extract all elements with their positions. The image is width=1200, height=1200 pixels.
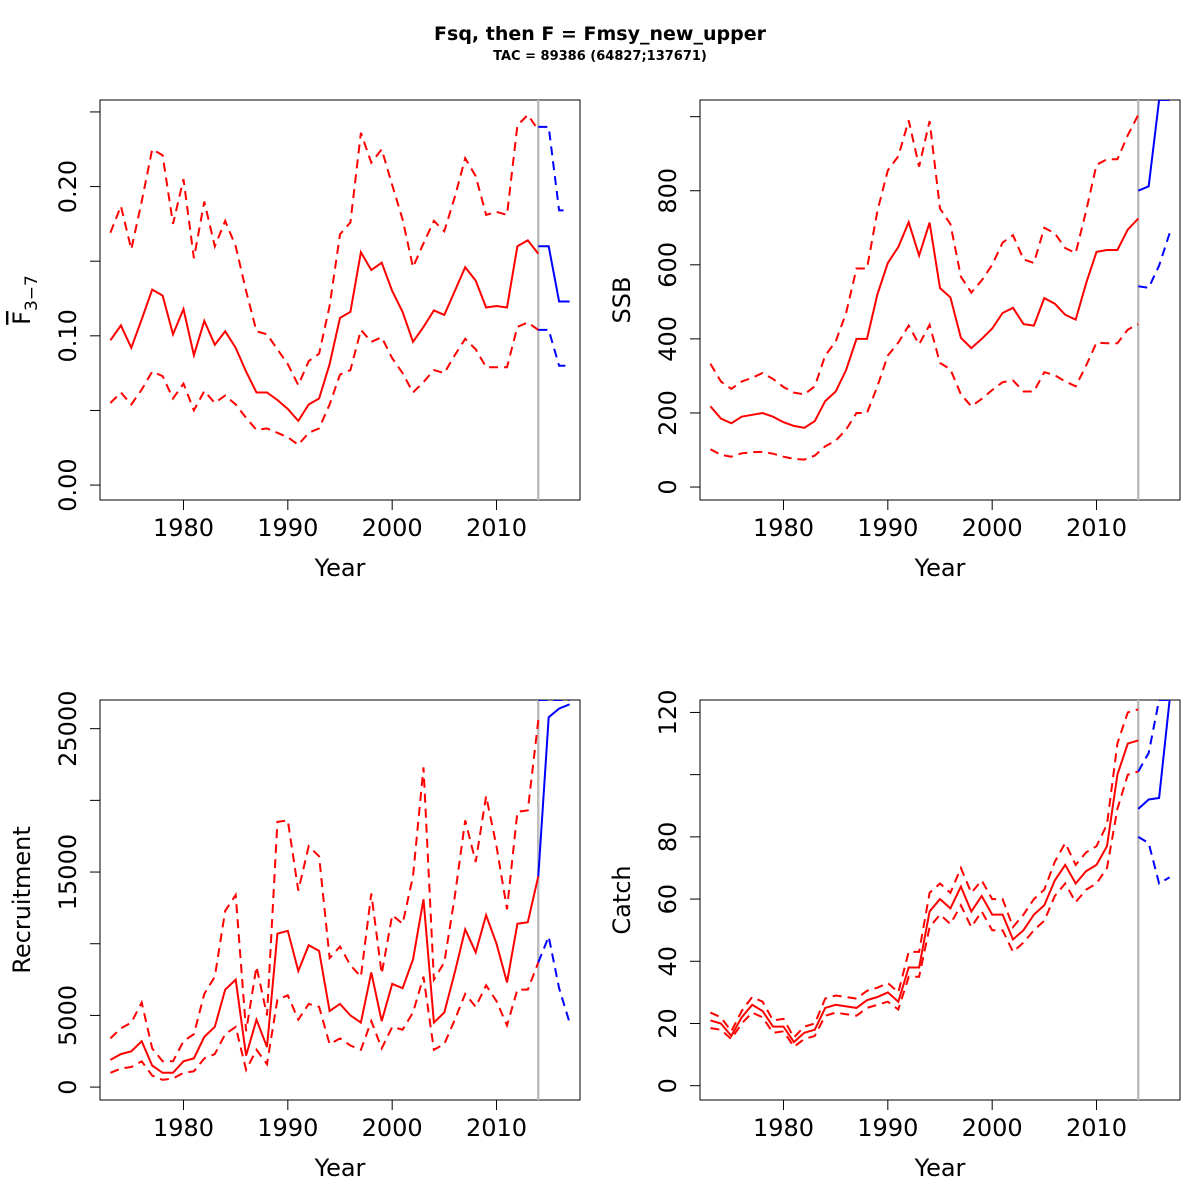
panel-ssb: 1980 1990 2000 2010 0 200 400 600 800 Year SSB [608, 99, 1181, 582]
x-tick-label: 1980 [153, 1114, 214, 1142]
y-tick-label: 0 [654, 1078, 682, 1093]
x-axis-label: Year [314, 554, 366, 582]
plot-frame [699, 699, 1181, 1101]
panel-f: 1980 1990 2000 2010 0.00 0.10 0.20 Year F3−7 [8, 99, 581, 582]
history-upper-line [709, 114, 1140, 396]
x-axis-label: Year [314, 1154, 366, 1182]
y-tick-label: 400 [654, 316, 682, 362]
x-tick-label: 1980 [753, 1114, 814, 1142]
history-lower-line [110, 962, 540, 1081]
y-axis-label: SSB [608, 277, 636, 324]
history-lower-line [109, 321, 539, 447]
figure-subtitle: TAC = 89386 (64827;137671) [493, 49, 707, 64]
plot-frame [99, 699, 581, 1101]
projection-estimate-line [538, 245, 570, 303]
x-tick-label: 2000 [962, 1114, 1023, 1142]
projection-lower-line [538, 328, 570, 367]
y-axis-label: F3−7 [8, 275, 42, 325]
plot-area [109, 700, 571, 1100]
history-estimate-line [710, 739, 1139, 1044]
panel-catch: 1980 1990 2000 2010 0 20 40 60 80 120 Year Catch [608, 690, 1181, 1182]
plot-frame [99, 99, 581, 501]
y-tick-label: 0 [654, 479, 682, 494]
x-axis-label: Year [914, 1154, 966, 1182]
y-tick-label: 80 [654, 822, 682, 853]
x-tick-label: 1980 [153, 514, 214, 542]
x-tick-label: 2000 [362, 514, 423, 542]
x-tick-label: 1980 [753, 514, 814, 542]
y-tick-label: 5000 [54, 985, 82, 1046]
history-upper-line [109, 719, 540, 1063]
x-tick-label: 1990 [257, 514, 318, 542]
y-tick-label: 0.10 [54, 309, 82, 362]
history-estimate-line [109, 876, 540, 1074]
y-tick-label: 120 [654, 690, 682, 736]
x-tick-label: 1990 [857, 514, 918, 542]
y-tick-label: 15000 [54, 834, 82, 910]
y-tick-label: 0.00 [54, 458, 82, 511]
history-estimate-line [109, 239, 540, 423]
plot-frame [699, 99, 1181, 501]
panel-recruitment: 1980 1990 2000 2010 0 5000 15000 25000 Year Recru… [8, 690, 581, 1182]
projection-lower-line [537, 933, 571, 1023]
history-lower-line [710, 770, 1139, 1049]
x-tick-label: 2000 [962, 514, 1023, 542]
plot-area [709, 100, 1171, 500]
projection-lower-line [1137, 836, 1171, 886]
x-tick-label: 2010 [466, 1114, 527, 1142]
x-axis-label: Year [914, 554, 966, 582]
x-tick-label: 2000 [362, 1114, 423, 1142]
y-axis-label: Recruitment [8, 826, 36, 973]
y-tick-label: 60 [654, 884, 682, 915]
y-axis-label-main: Recruitment [8, 826, 36, 973]
y-axis-label-subscript: 3−7 [22, 275, 42, 311]
projection-lower-line [1138, 232, 1171, 289]
y-tick-label: 200 [654, 390, 682, 436]
history-estimate-line [709, 217, 1140, 429]
y-tick-label: 800 [654, 168, 682, 214]
y-axis-label: Catch [608, 865, 636, 934]
y-tick-label: 600 [654, 242, 682, 288]
x-tick-label: 2010 [1066, 1114, 1127, 1142]
y-tick-label: 25000 [54, 690, 82, 766]
y-axis-label-main: Catch [608, 865, 636, 934]
history-upper-line [109, 113, 540, 388]
x-tick-label: 2010 [1066, 514, 1127, 542]
y-axis-label-main: SSB [608, 277, 636, 324]
projection-estimate-line [1137, 700, 1171, 810]
projection-upper-line [538, 125, 570, 212]
y-tick-label: 40 [654, 946, 682, 977]
history-upper-line [709, 708, 1139, 1040]
y-axis-label-main: F [8, 311, 36, 325]
plot-area [109, 100, 570, 500]
projection-upper-line [1137, 700, 1170, 772]
y-tick-label: 20 [654, 1008, 682, 1039]
plot-area [709, 700, 1171, 1100]
history-lower-line [709, 322, 1139, 461]
x-tick-label: 2010 [466, 514, 527, 542]
y-tick-label: 0 [54, 1079, 82, 1094]
x-tick-label: 1990 [857, 1114, 918, 1142]
projection-estimate-line [1137, 100, 1170, 192]
projection-estimate-line [537, 703, 570, 877]
panels: 1980 1990 2000 20100.000.100.20YearF3−71980… [8, 99, 1181, 1182]
x-tick-label: 1990 [257, 1114, 318, 1142]
y-tick-label: 0.20 [54, 160, 82, 213]
figure-title: Fsq, then F = Fmsy_new_upper [434, 23, 767, 45]
